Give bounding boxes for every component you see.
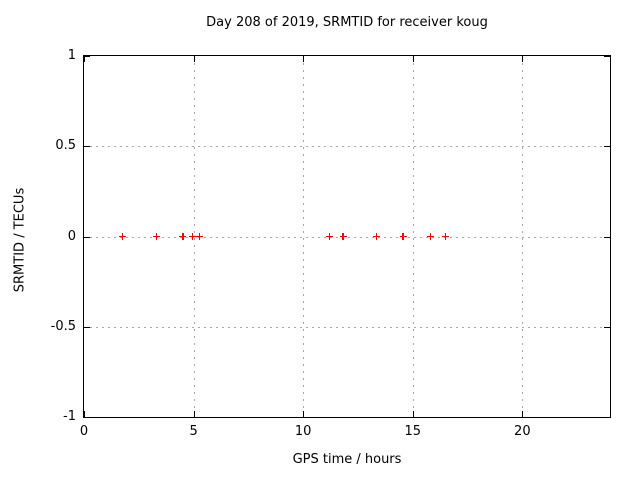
x-axis-label: GPS time / hours xyxy=(292,452,402,467)
data-point xyxy=(196,233,203,240)
y-tick-label: -1 xyxy=(63,409,76,424)
x-tick-mark-top xyxy=(193,56,195,62)
x-tick-label: 5 xyxy=(189,424,198,439)
x-tick-mark-bottom xyxy=(522,411,524,417)
y-tick-mark-right xyxy=(604,236,610,238)
y-tick-mark-right xyxy=(604,417,610,418)
x-tick-label: 20 xyxy=(514,424,531,439)
y-tick-label: 1 xyxy=(67,48,76,63)
y-tick-mark-left xyxy=(84,417,90,418)
y-tick-mark-right xyxy=(604,56,610,57)
gridline-horizontal xyxy=(84,236,610,238)
y-tick-mark-right xyxy=(604,146,610,148)
y-tick-mark-left xyxy=(84,146,90,148)
data-point xyxy=(153,233,161,240)
chart-title: Day 208 of 2019, SRMTID for receiver kou… xyxy=(206,15,488,30)
x-tick-mark-bottom xyxy=(412,411,414,417)
x-tick-mark-bottom xyxy=(193,411,195,417)
y-tick-mark-left xyxy=(84,236,90,238)
y-tick-mark-left xyxy=(84,56,90,57)
y-tick-label: 0 xyxy=(67,228,76,244)
data-point xyxy=(339,233,347,240)
x-tick-mark-top xyxy=(412,56,414,62)
x-tick-mark-bottom xyxy=(303,411,305,417)
x-tick-mark-bottom xyxy=(84,411,85,417)
y-tick-label: 0.5 xyxy=(55,138,76,154)
plot-area xyxy=(83,55,611,418)
gridline-horizontal xyxy=(84,326,610,328)
y-tick-label: -0.5 xyxy=(50,318,76,334)
x-tick-mark-top xyxy=(84,56,85,62)
x-tick-label: 0 xyxy=(79,424,89,439)
y-tick-mark-right xyxy=(604,326,610,328)
data-point xyxy=(426,233,434,240)
x-tick-label: 15 xyxy=(404,424,422,439)
x-tick-label: 10 xyxy=(294,424,312,439)
y-tick-mark-left xyxy=(84,326,90,328)
data-point xyxy=(119,233,127,240)
x-tick-mark-top xyxy=(303,56,305,62)
data-point xyxy=(179,233,187,240)
data-point xyxy=(188,233,196,240)
data-point xyxy=(442,233,450,240)
gridline-horizontal xyxy=(84,146,610,148)
x-tick-mark-top xyxy=(522,56,524,62)
data-point xyxy=(399,233,407,240)
data-point xyxy=(326,233,334,240)
data-point xyxy=(373,233,381,240)
